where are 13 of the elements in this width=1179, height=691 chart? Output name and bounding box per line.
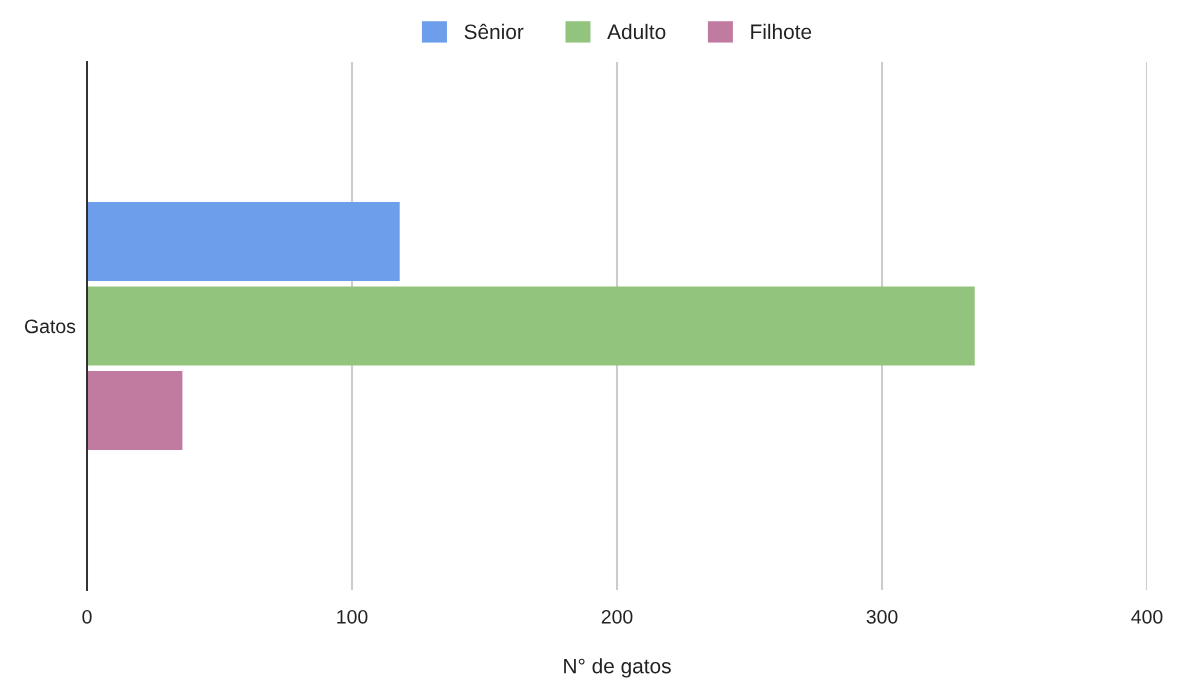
bar [87,370,183,451]
x-tick-label: 200 [601,609,633,624]
y-tick-label: Gatos [24,319,76,334]
legend-label: Filhote [751,23,812,40]
x-tick-label: 0 [82,609,92,624]
x-tick-label: 400 [1131,609,1163,624]
x-tick-label: 100 [337,609,368,624]
legend-label: Adulto [607,23,666,40]
bar [87,201,400,282]
x-axis-title: N° de gatos [564,658,671,678]
x-tick-label: 300 [866,609,898,624]
bar [87,286,975,366]
legend-label: Sênior [464,23,524,40]
